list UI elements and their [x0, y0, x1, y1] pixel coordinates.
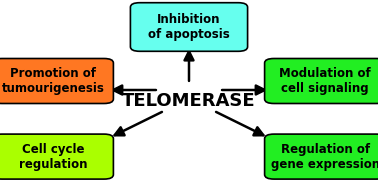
- Text: Cell cycle
regulation: Cell cycle regulation: [19, 143, 87, 171]
- Text: Inhibition
of apoptosis: Inhibition of apoptosis: [148, 13, 230, 41]
- FancyBboxPatch shape: [0, 58, 113, 104]
- FancyBboxPatch shape: [0, 134, 113, 179]
- FancyBboxPatch shape: [265, 58, 378, 104]
- Text: Promotion of
tumourigenesis: Promotion of tumourigenesis: [2, 67, 104, 95]
- FancyBboxPatch shape: [265, 134, 378, 179]
- Text: TELOMERASE: TELOMERASE: [122, 92, 256, 110]
- Text: Modulation of
cell signaling: Modulation of cell signaling: [279, 67, 371, 95]
- FancyBboxPatch shape: [130, 3, 248, 51]
- Text: Regulation of
gene expression: Regulation of gene expression: [271, 143, 378, 171]
